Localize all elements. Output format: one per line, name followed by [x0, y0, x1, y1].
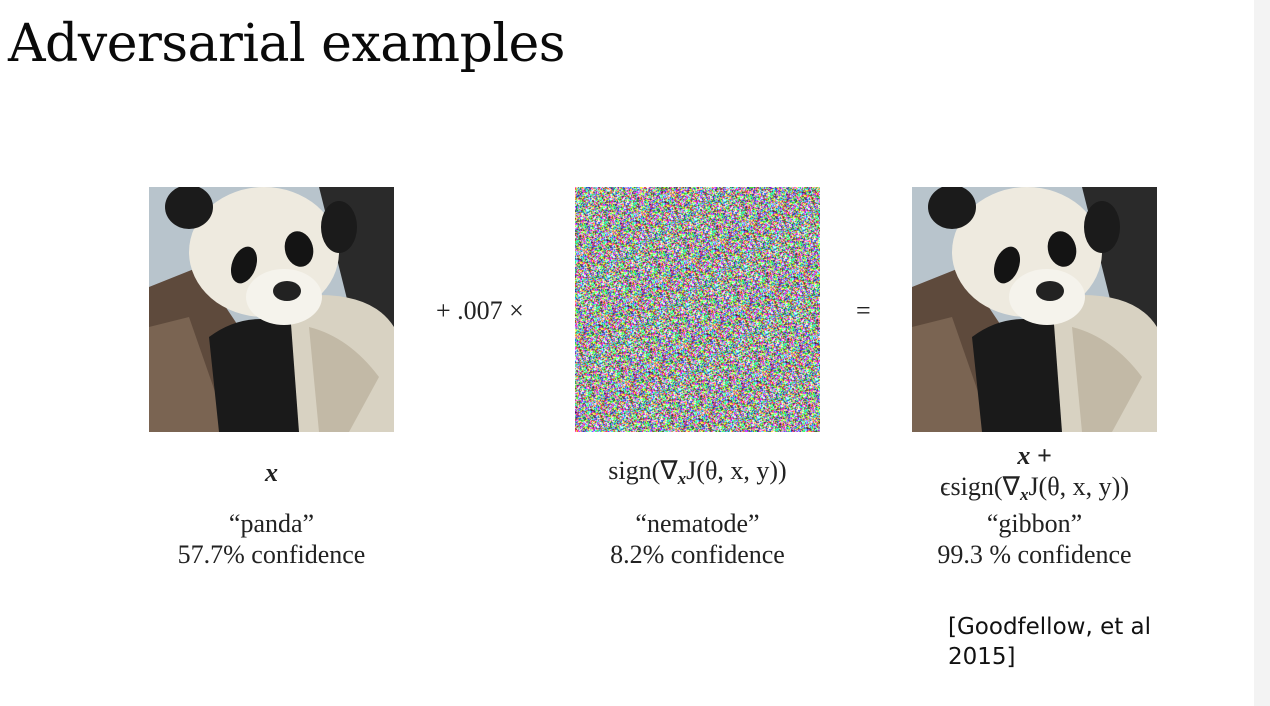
panda-image: [149, 187, 394, 432]
gradient-sign-prefix: sign(∇: [608, 456, 677, 485]
adversarial-panda-image: [912, 187, 1157, 432]
adversarial-sum-line: x +: [897, 440, 1172, 471]
panel-noise-caption: “nematode” 8.2% confidence: [575, 508, 820, 570]
gibbon-label: “gibbon”: [912, 508, 1157, 539]
panel-input-caption: “panda” 57.7% confidence: [149, 508, 394, 570]
adversarial-sign-prefix: ϵsign(∇: [940, 472, 1020, 501]
citation: [Goodfellow, et al 2015]: [948, 612, 1151, 672]
panel-noise-math: sign(∇xJ(θ, x, y)): [560, 456, 835, 489]
noise-image: [575, 187, 820, 432]
adversarial-sign-line: ϵsign(∇xJ(θ, x, y)): [897, 471, 1172, 510]
slide-title: Adversarial examples: [8, 14, 565, 74]
adversarial-sign-suffix: J(θ, x, y)): [1028, 472, 1129, 501]
plus-scale-operator: + .007 ×: [436, 296, 524, 326]
slide-edge-strip: [1254, 0, 1270, 706]
noise-canvas: [575, 187, 820, 432]
panel-adversarial-math: x + ϵsign(∇xJ(θ, x, y)): [897, 440, 1172, 510]
panda-label: “panda”: [149, 508, 394, 539]
nematode-confidence: 8.2% confidence: [575, 539, 820, 570]
gradient-sign-suffix: J(θ, x, y)): [686, 456, 787, 485]
gradient-subscript: x: [678, 469, 687, 488]
gibbon-confidence: 99.3 % confidence: [912, 539, 1157, 570]
equals-operator: =: [856, 296, 871, 326]
panel-input-math: x: [149, 458, 394, 488]
citation-line-1: [Goodfellow, et al: [948, 612, 1151, 642]
panda-confidence: 57.7% confidence: [149, 539, 394, 570]
nematode-label: “nematode”: [575, 508, 820, 539]
input-variable: x: [265, 458, 278, 487]
panel-adversarial-caption: “gibbon” 99.3 % confidence: [912, 508, 1157, 570]
citation-line-2: 2015]: [948, 642, 1151, 672]
